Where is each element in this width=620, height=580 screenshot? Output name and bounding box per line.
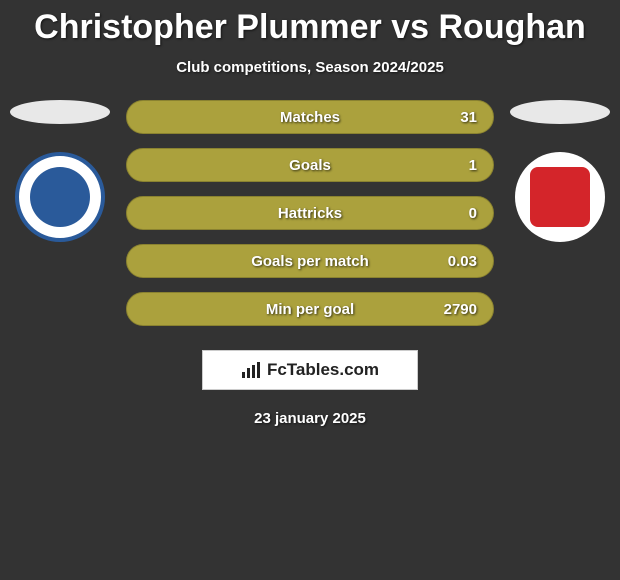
stat-label: Min per goal [266, 301, 354, 318]
stat-label: Goals [289, 157, 331, 174]
page-subtitle: Club competitions, Season 2024/2025 [0, 59, 620, 76]
stat-value: 0 [469, 205, 477, 222]
stat-value: 0.03 [448, 253, 477, 270]
stat-bar-goals-per-match: Goals per match 0.03 [126, 244, 494, 278]
stat-label: Goals per match [251, 253, 369, 270]
stat-bar-goals: Goals 1 [126, 148, 494, 182]
stat-label: Matches [280, 109, 340, 126]
mascot-icon [530, 167, 590, 227]
stat-value: 1 [469, 157, 477, 174]
stat-value: 2790 [444, 301, 477, 318]
stat-label: Hattricks [278, 205, 342, 222]
stat-bar-min-per-goal: Min per goal 2790 [126, 292, 494, 326]
bar-chart-icon [241, 361, 263, 379]
stat-value: 31 [460, 109, 477, 126]
right-player-photo-placeholder [510, 100, 610, 124]
left-player-photo-placeholder [10, 100, 110, 124]
right-player-col [500, 100, 620, 242]
stat-bar-hattricks: Hattricks 0 [126, 196, 494, 230]
content-row: Matches 31 Goals 1 Hattricks 0 Goals per… [0, 100, 620, 326]
stats-bars: Matches 31 Goals 1 Hattricks 0 Goals per… [120, 100, 500, 326]
stat-bar-matches: Matches 31 [126, 100, 494, 134]
left-club-logo [15, 152, 105, 242]
right-club-logo [515, 152, 605, 242]
left-player-col [0, 100, 120, 242]
brand-box: FcTables.com [202, 350, 418, 390]
shield-icon [30, 167, 90, 227]
date-text: 23 january 2025 [0, 410, 620, 427]
brand-text: FcTables.com [267, 360, 379, 380]
page-title: Christopher Plummer vs Roughan [0, 0, 620, 47]
